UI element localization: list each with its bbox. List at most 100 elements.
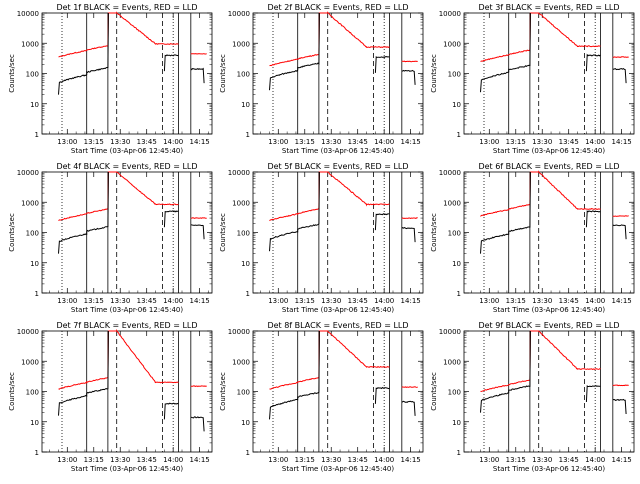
x-axis-label: Start Time (03-Apr-06 12:45:40) — [493, 465, 605, 473]
events-series-line-tail — [191, 417, 204, 432]
x-tick-label: 13:30 — [532, 138, 552, 146]
x-tick-label: 13:30 — [321, 456, 341, 464]
y-tick-label: 1 — [35, 449, 39, 457]
plot-frame — [253, 331, 423, 452]
y-tick-label: 10 — [30, 260, 39, 268]
y-tick-label: 100 — [26, 230, 39, 238]
events-series-line — [59, 13, 109, 95]
y-tick-label: 100 — [448, 230, 461, 238]
x-tick-label: 14:15 — [401, 297, 421, 305]
x-tick-label: 14:00 — [374, 456, 394, 464]
x-tick-label: 13:45 — [137, 138, 157, 146]
y-tick-label: 1000 — [21, 40, 39, 48]
y-axis-label: Counts/sec — [430, 372, 438, 411]
x-tick-label: 13:15 — [84, 138, 104, 146]
x-tick-label: 14:15 — [190, 297, 210, 305]
events-series-line — [270, 13, 320, 90]
panel-title: Det 6f BLACK = Events, RED = LLD — [478, 162, 619, 171]
x-axis-label: Start Time (03-Apr-06 12:45:40) — [493, 147, 605, 155]
events-series-line — [59, 172, 109, 254]
x-tick-label: 13:45 — [348, 456, 368, 464]
panel-title: Det 9f BLACK = Events, RED = LLD — [478, 321, 619, 330]
lld-series-line — [481, 331, 601, 391]
x-tick-label: 13:45 — [559, 297, 579, 305]
events-series-line-mid — [586, 386, 600, 402]
x-tick-label: 13:45 — [348, 138, 368, 146]
events-series-line-tail — [191, 225, 204, 239]
x-tick-label: 14:00 — [163, 297, 183, 305]
events-series-line — [481, 331, 531, 413]
lld-series-line-tail — [191, 218, 207, 219]
plot-frame — [42, 331, 212, 452]
events-series-line-tail — [402, 71, 415, 85]
x-tick-label: 14:15 — [190, 138, 210, 146]
x-tick-label: 13:45 — [559, 138, 579, 146]
y-tick-label: 1 — [246, 449, 250, 457]
events-series-line-tail — [613, 69, 626, 84]
x-tick-label: 13:45 — [137, 456, 157, 464]
panel-2: Det 2f BLACK = Events, RED = LLD11010010… — [219, 3, 423, 155]
y-tick-label: 10 — [241, 419, 250, 427]
lld-series-line-tail — [191, 386, 207, 387]
y-tick-label: 1 — [246, 131, 250, 139]
x-tick-label: 14:15 — [401, 456, 421, 464]
x-tick-label: 13:30 — [110, 297, 130, 305]
events-series-line-mid — [586, 211, 600, 227]
x-axis-label: Start Time (03-Apr-06 12:45:40) — [71, 306, 183, 314]
plot-frame — [464, 172, 634, 293]
y-tick-label: 1000 — [443, 358, 461, 366]
events-series-line — [481, 172, 531, 254]
events-series-line-mid — [164, 55, 178, 71]
x-tick-label: 13:00 — [57, 138, 77, 146]
plot-frame — [42, 172, 212, 293]
plot-frame — [42, 13, 212, 134]
x-tick-label: 14:00 — [585, 297, 605, 305]
y-tick-label: 1 — [457, 290, 461, 298]
y-axis-label: Counts/sec — [430, 213, 438, 252]
lld-series-line — [270, 172, 390, 221]
panel-3: Det 3f BLACK = Events, RED = LLD11010010… — [430, 3, 634, 155]
x-tick-label: 13:30 — [321, 138, 341, 146]
y-tick-label: 10 — [241, 260, 250, 268]
events-series-line-tail — [402, 401, 415, 416]
x-tick-label: 14:00 — [585, 138, 605, 146]
events-series-line — [270, 331, 320, 419]
y-tick-label: 1000 — [21, 199, 39, 207]
y-tick-label: 100 — [448, 71, 461, 79]
x-tick-label: 13:00 — [479, 138, 499, 146]
x-tick-label: 13:15 — [295, 297, 315, 305]
y-axis-label: Counts/sec — [430, 54, 438, 93]
y-tick-label: 10000 — [228, 169, 250, 177]
x-tick-label: 13:00 — [268, 138, 288, 146]
y-tick-label: 10000 — [17, 10, 39, 18]
x-tick-label: 14:00 — [163, 138, 183, 146]
y-tick-label: 1000 — [232, 199, 250, 207]
lld-series-line — [481, 172, 601, 217]
y-tick-label: 10000 — [439, 328, 461, 336]
lld-series-line-tail — [613, 57, 629, 58]
x-tick-label: 13:15 — [506, 456, 526, 464]
y-tick-label: 100 — [448, 389, 461, 397]
y-tick-label: 10 — [30, 101, 39, 109]
plot-frame — [464, 13, 634, 134]
y-tick-label: 100 — [237, 230, 250, 238]
x-tick-label: 14:15 — [190, 456, 210, 464]
events-series-line-mid — [586, 55, 600, 71]
y-axis-label: Counts/sec — [8, 213, 16, 252]
x-tick-label: 13:00 — [57, 456, 77, 464]
lld-series-line-tail — [402, 61, 418, 62]
lld-series-line — [59, 172, 179, 221]
y-tick-label: 10000 — [17, 328, 39, 336]
events-series-line-tail — [613, 225, 626, 240]
panel-1: Det 1f BLACK = Events, RED = LLD11010010… — [8, 3, 212, 155]
y-tick-label: 10000 — [439, 169, 461, 177]
x-tick-label: 13:45 — [137, 297, 157, 305]
panel-title: Det 4f BLACK = Events, RED = LLD — [56, 162, 197, 171]
plot-frame — [253, 172, 423, 293]
panel-title: Det 5f BLACK = Events, RED = LLD — [267, 162, 408, 171]
events-series-line — [270, 172, 320, 251]
y-tick-label: 10000 — [17, 169, 39, 177]
lld-series-line-tail — [613, 385, 629, 386]
